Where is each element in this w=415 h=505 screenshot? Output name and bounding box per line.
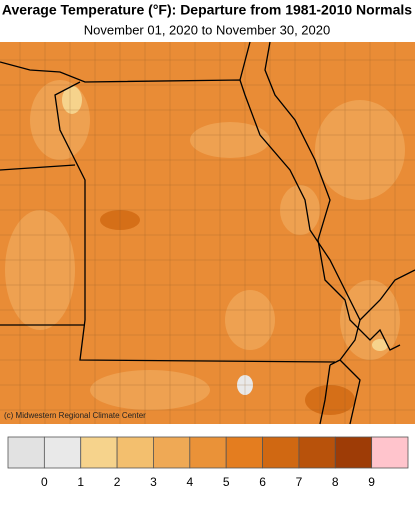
legend-swatch (153, 436, 191, 469)
subtitle: November 01, 2020 to November 30, 2020 (84, 22, 330, 37)
cool-patches (62, 86, 388, 351)
legend-label: 1 (77, 475, 84, 489)
title: Average Temperature (°F): Departure from… (2, 2, 412, 18)
legend-label: 0 (41, 475, 48, 489)
legend-swatch (43, 436, 82, 469)
legend-label: 7 (296, 475, 303, 489)
map: (c) Midwestern Regional Climate Center (0, 41, 415, 425)
legend-label: 3 (150, 475, 157, 489)
legend-swatch (298, 436, 336, 469)
legend-swatch (189, 436, 227, 469)
legend-label: 2 (114, 475, 121, 489)
state-borders (0, 41, 415, 425)
legend-label: 4 (186, 475, 193, 489)
legend: 0 1 2 3 4 5 6 7 8 9 (7, 436, 409, 489)
legend-swatch (371, 436, 409, 469)
legend-swatch (262, 436, 300, 469)
legend-swatch (334, 436, 373, 469)
legend-swatch (80, 436, 118, 469)
legend-label: 5 (223, 475, 230, 489)
legend-label: 6 (259, 475, 266, 489)
legend-label: 9 (368, 475, 375, 489)
legend-swatch (225, 436, 263, 469)
credit: (c) Midwestern Regional Climate Center (4, 411, 146, 420)
legend-swatch (116, 436, 154, 469)
legend-swatch (7, 436, 45, 469)
legend-label: 8 (332, 475, 339, 489)
